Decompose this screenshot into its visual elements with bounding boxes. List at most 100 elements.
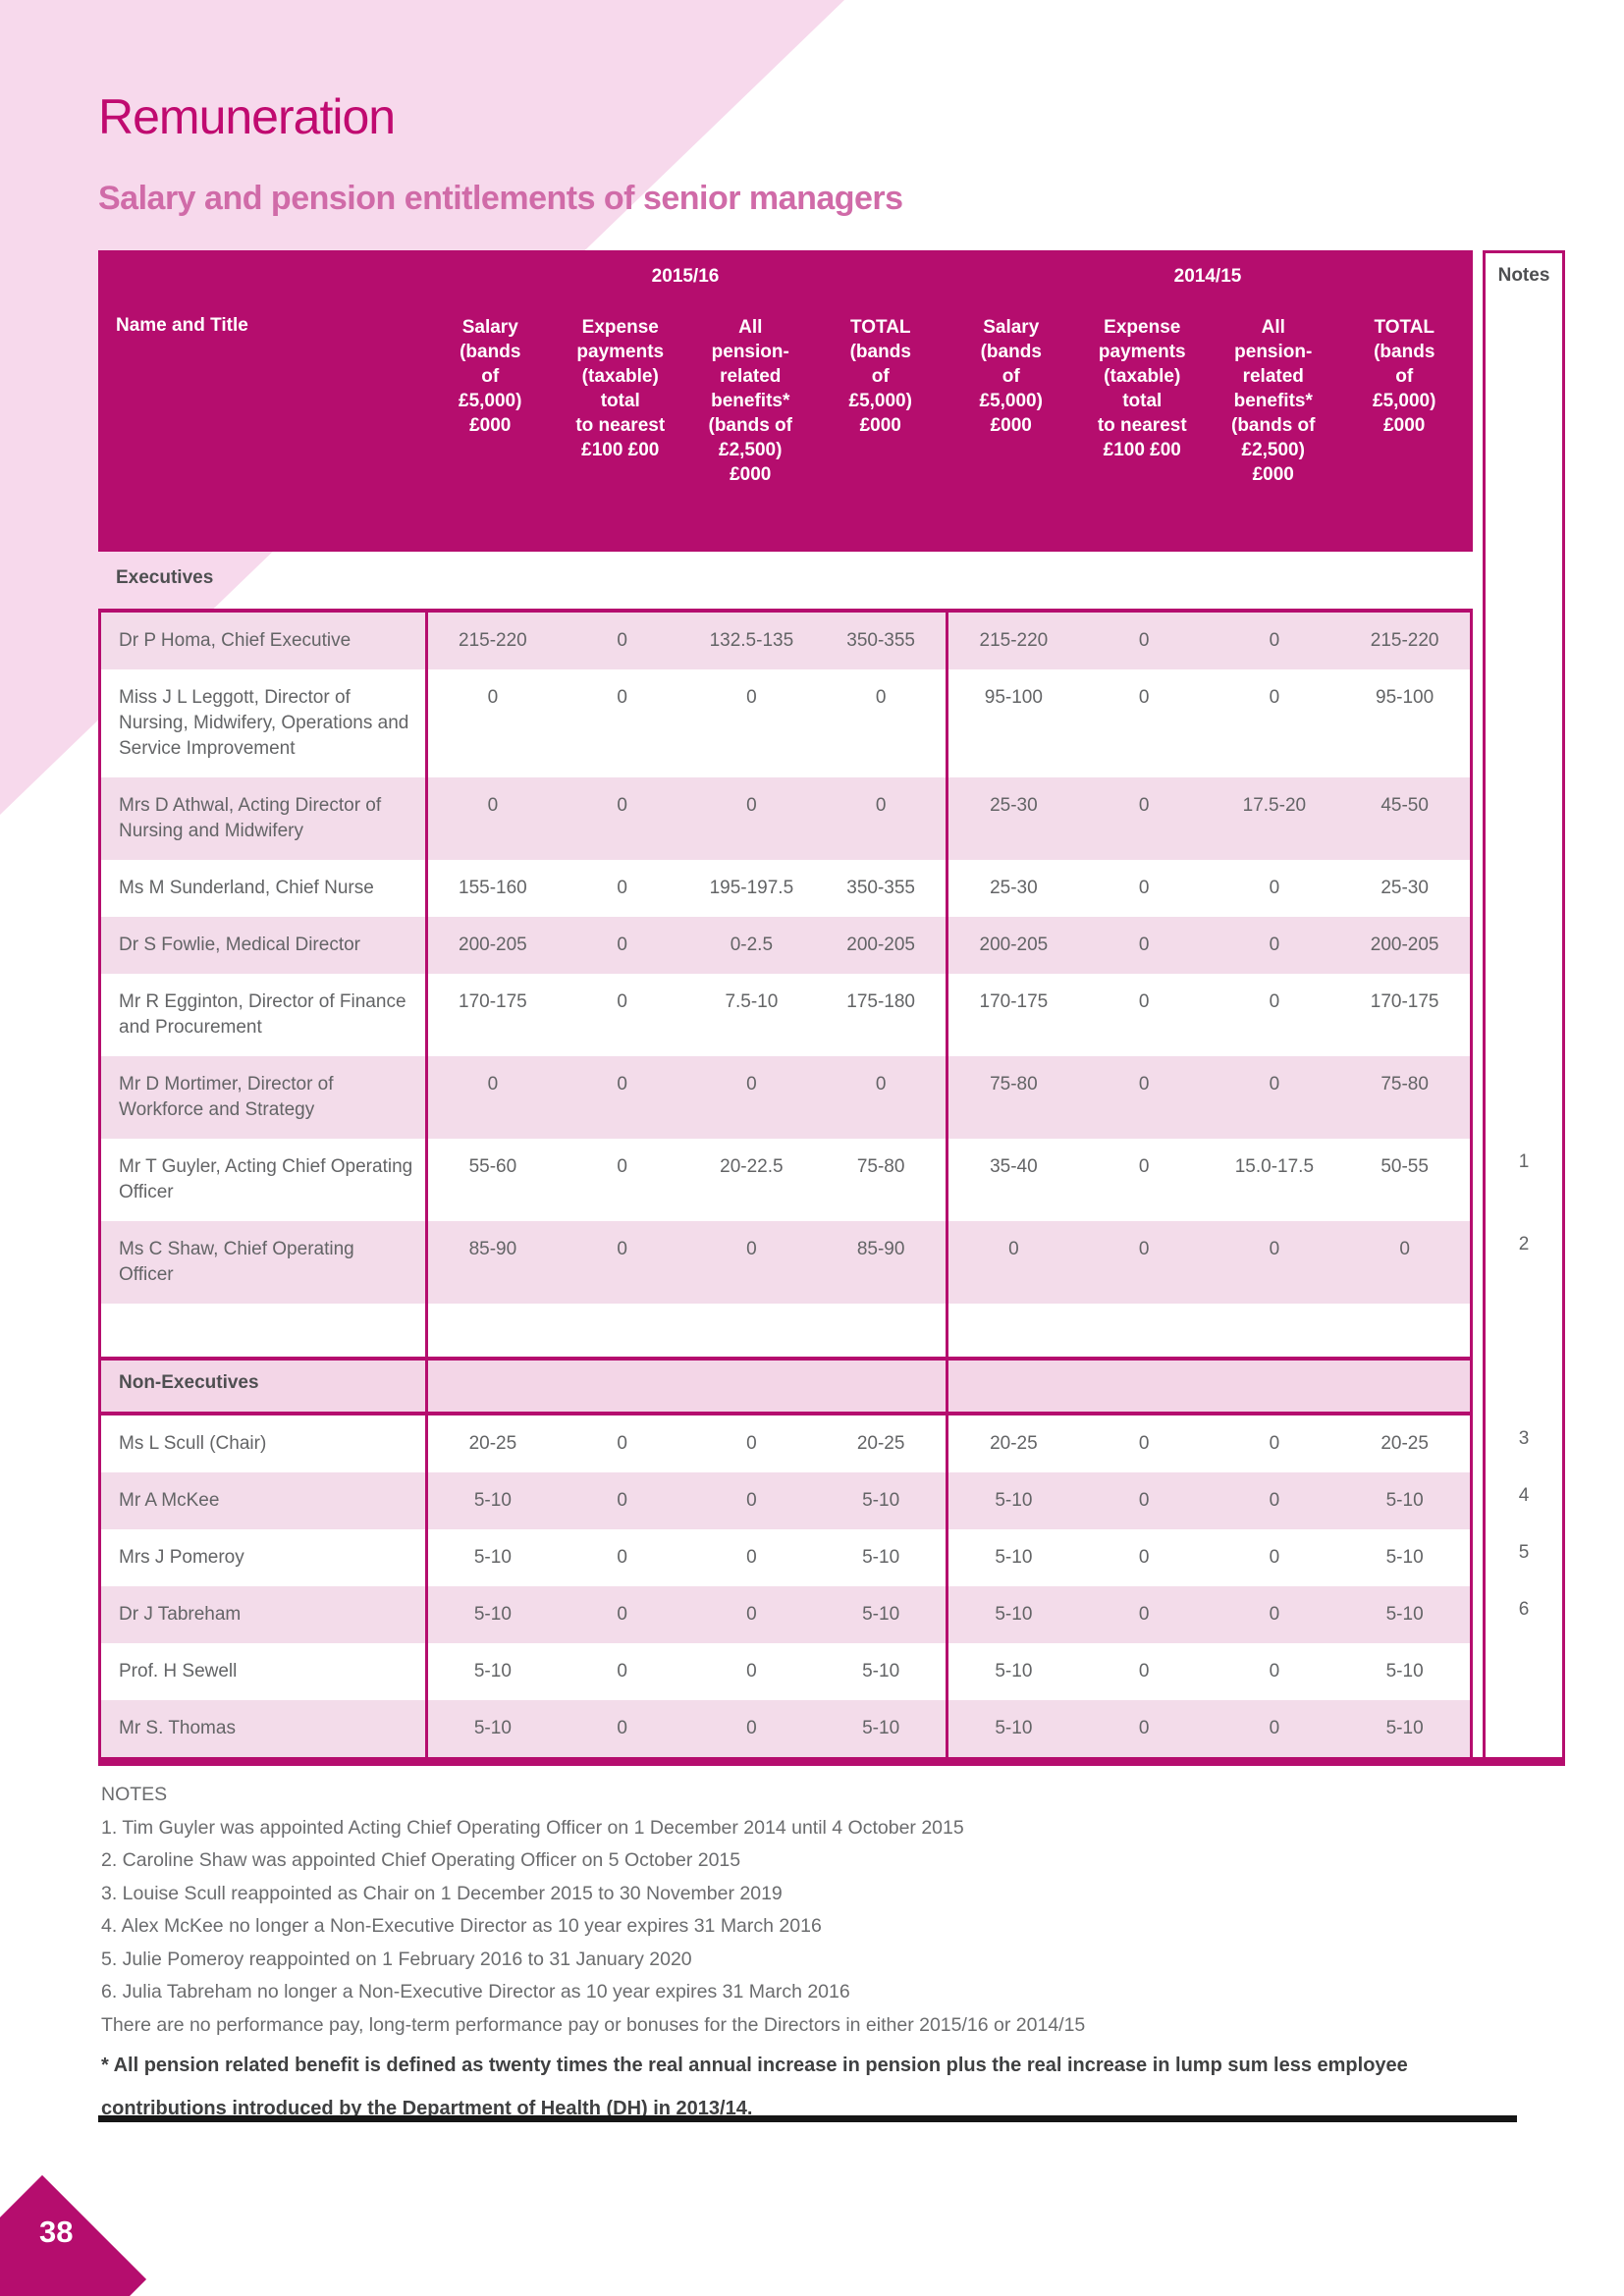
total-cell: 200-205 xyxy=(846,934,915,955)
table-row: Mrs J Pomeroy 5-10 0 0 5-10 5-10 0 0 5-10 xyxy=(101,1529,1470,1586)
expense-cell xyxy=(558,1361,687,1412)
table-bottom-rule xyxy=(98,1757,1565,1766)
expense-cell: 0 xyxy=(1138,1156,1150,1177)
expense-cell: 0 xyxy=(617,1433,627,1454)
pension-cell: 0 xyxy=(1269,687,1280,708)
pension-cell: 0 xyxy=(746,1661,757,1682)
salary-cell: 75-80 xyxy=(990,1074,1038,1095)
expense-column-header: Expense payments (taxable) total to near… xyxy=(575,317,666,460)
salary-cell: 170-175 xyxy=(979,991,1049,1012)
total-cell: 200-205 xyxy=(1370,934,1439,955)
salary-cell xyxy=(428,1304,558,1357)
values-2014-15: 170-175 0 0 170-175 xyxy=(946,974,1470,1056)
total-cell: 5-10 xyxy=(1385,1718,1424,1738)
section-label-executives: Executives xyxy=(116,567,214,588)
total-cell: 0 xyxy=(875,795,887,816)
pension-cell xyxy=(687,1304,817,1357)
total-cell: 5-10 xyxy=(1385,1490,1424,1511)
total-cell: 0 xyxy=(875,687,887,708)
expense-cell: 0 xyxy=(617,795,627,816)
expense-cell: 0 xyxy=(617,1074,627,1095)
values-2015-16: 55-60 0 20-22.5 75-80 xyxy=(425,1139,946,1221)
total-cell: 170-175 xyxy=(1370,991,1439,1012)
values-2015-16 xyxy=(425,1304,946,1357)
total-cell: 50-55 xyxy=(1380,1156,1429,1177)
salary-cell: 55-60 xyxy=(468,1156,517,1177)
salary-cell: 5-10 xyxy=(995,1547,1033,1568)
expense-cell: 0 xyxy=(1138,1718,1150,1738)
table-row: Ms M Sunderland, Chief Nurse 155-160 0 195-… xyxy=(101,860,1470,917)
row-name: Mrs J Pomeroy xyxy=(119,1547,244,1568)
expense-cell: 0 xyxy=(1138,1604,1150,1625)
page-corner-decoration xyxy=(0,2174,147,2296)
values-2014-15: 5-10 0 0 5-10 xyxy=(946,1586,1470,1643)
expense-cell: 0 xyxy=(1138,878,1150,898)
expense-cell: 0 xyxy=(1138,1490,1150,1511)
pension-cell: 0 xyxy=(1269,1239,1280,1259)
values-2014-15 xyxy=(946,1361,1470,1412)
values-2015-16: 5-10 0 0 5-10 xyxy=(425,1643,946,1700)
table-row: Dr J Tabreham 5-10 0 0 5-10 5-10 0 0 5-10 xyxy=(101,1586,1470,1643)
page-number: 38 xyxy=(39,2215,74,2249)
notes-heading: NOTES xyxy=(101,1784,168,1805)
total-cell: 5-10 xyxy=(1385,1661,1424,1682)
pension-cell: 132.5-135 xyxy=(709,630,794,651)
total-cell: 5-10 xyxy=(862,1490,900,1511)
note-line: 3. Louise Scull reappointed as Chair on … xyxy=(101,1882,783,1904)
section-label-non-executives: Non-Executives xyxy=(119,1372,259,1393)
salary-cell: 5-10 xyxy=(995,1661,1033,1682)
total-cell: 350-355 xyxy=(846,630,915,651)
pension-cell: 0 xyxy=(1269,1433,1280,1454)
expense-cell: 0 xyxy=(1138,630,1150,651)
note-line: 6. Julia Tabreham no longer a Non-Execut… xyxy=(101,1981,850,2002)
pension-cell: 15.0-17.5 xyxy=(1234,1156,1315,1177)
pension-cell: 0-2.5 xyxy=(730,934,774,955)
salary-cell: 5-10 xyxy=(473,1547,512,1568)
total-cell: 85-90 xyxy=(856,1239,905,1259)
values-2014-15: 215-220 0 0 215-220 xyxy=(946,613,1470,669)
total-cell: 75-80 xyxy=(1380,1074,1429,1095)
values-2014-15: 25-30 0 17.5-20 45-50 xyxy=(946,777,1470,860)
pension-cell: 0 xyxy=(1269,1490,1280,1511)
values-2014-15 xyxy=(946,1304,1470,1357)
values-2015-16: 215-220 0 132.5-135 350-355 xyxy=(425,613,946,669)
expense-cell: 0 xyxy=(617,1718,627,1738)
values-2014-15: 75-80 0 0 75-80 xyxy=(946,1056,1470,1139)
values-2014-15: 5-10 0 0 5-10 xyxy=(946,1472,1470,1529)
row-name: Dr S Fowlie, Medical Director xyxy=(119,934,360,955)
pension-cell: 0 xyxy=(746,1604,757,1625)
total-cell xyxy=(816,1361,946,1412)
pension-cell: 0 xyxy=(1269,934,1280,955)
pension-cell: 0 xyxy=(1269,1547,1280,1568)
note-line: 1. Tim Guyler was appointed Acting Chief… xyxy=(101,1816,964,1839)
table-row: Mrs D Athwal, Acting Director of Nursing… xyxy=(101,777,1470,860)
values-2014-15: 95-100 0 0 95-100 xyxy=(946,669,1470,777)
salary-cell: 5-10 xyxy=(995,1718,1033,1738)
pension-cell: 0 xyxy=(746,1547,757,1568)
pension-cell: 0 xyxy=(1269,1718,1280,1738)
salary-column-header: Salary (bands of £5,000) £000 xyxy=(979,317,1043,436)
note-reference: 1 xyxy=(1518,1151,1530,1172)
salary-cell: 5-10 xyxy=(995,1604,1033,1625)
pension-cell xyxy=(1210,1304,1340,1357)
note-line: 2. Caroline Shaw was appointed Chief Ope… xyxy=(101,1849,741,1871)
total-cell: 25-30 xyxy=(1380,878,1429,898)
total-cell xyxy=(1339,1361,1470,1412)
pension-benefit-footnote: * All pension related benefit is defined… xyxy=(101,2055,1408,2119)
values-2015-16: 170-175 0 7.5-10 175-180 xyxy=(425,974,946,1056)
column-headers-2015-16: Salary (bands of £5,000) £000 Expense pa… xyxy=(425,315,946,487)
note-line: There are no performance pay, long-term … xyxy=(101,2013,1086,2036)
note-reference: 4 xyxy=(1518,1485,1530,1506)
expense-cell: 0 xyxy=(617,934,627,955)
pension-cell: 20-22.5 xyxy=(720,1156,784,1177)
table-row: Miss J L Leggott, Director of Nursing, M… xyxy=(101,669,1470,777)
values-2015-16: 155-160 0 195-197.5 350-355 xyxy=(425,860,946,917)
expense-cell: 0 xyxy=(617,991,627,1012)
salary-column-header: Salary (bands of £5,000) £000 xyxy=(459,317,522,436)
table-row: Prof. H Sewell 5-10 0 0 5-10 5-10 0 0 5-10 xyxy=(101,1643,1470,1700)
row-name: Mrs D Athwal, Acting Director of Nursing… xyxy=(119,795,382,841)
row-name: Dr J Tabreham xyxy=(119,1604,242,1625)
pension-cell: 0 xyxy=(746,1239,757,1259)
expense-cell: 0 xyxy=(1138,795,1150,816)
values-2015-16: 5-10 0 0 5-10 xyxy=(425,1700,946,1757)
